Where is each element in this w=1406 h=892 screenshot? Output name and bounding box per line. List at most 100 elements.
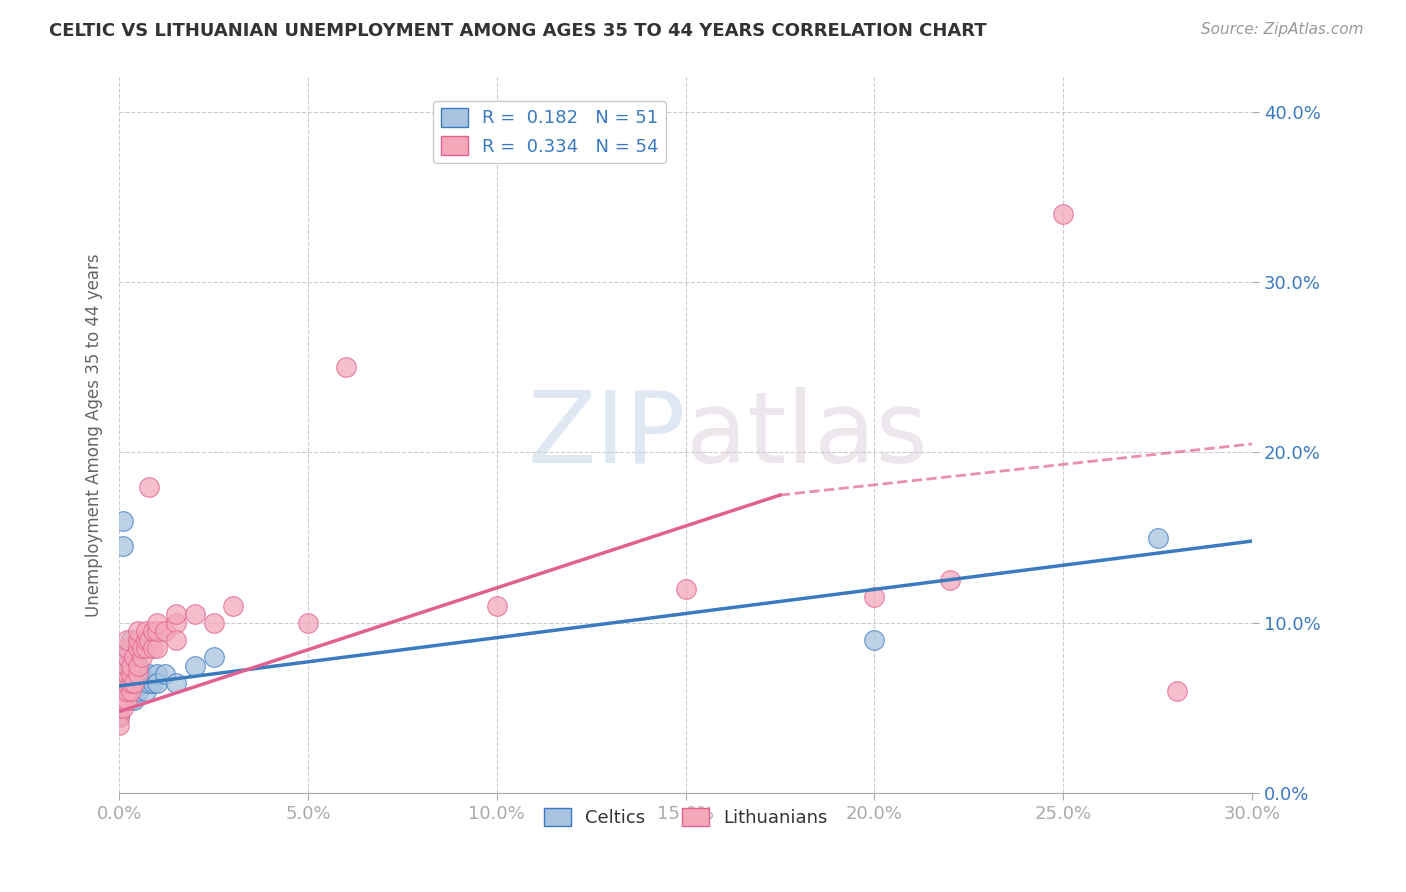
Text: atlas: atlas [686, 387, 928, 483]
Point [108, 692, 131, 706]
Point [202, 615, 225, 630]
Point [112, 692, 135, 706]
Point [153, 624, 176, 639]
Point [115, 641, 138, 656]
Point [112, 658, 135, 673]
Point [1052, 207, 1074, 221]
Point [184, 658, 207, 673]
Point [108, 709, 131, 723]
Point [135, 675, 157, 690]
Point [131, 667, 153, 681]
Text: ZIP: ZIP [527, 387, 686, 483]
Point [863, 591, 886, 605]
Point [108, 718, 131, 732]
Point [127, 658, 149, 673]
Point [112, 650, 135, 665]
Point [127, 658, 149, 673]
Point [115, 641, 138, 656]
Point [131, 650, 153, 665]
Point [112, 692, 135, 706]
Point [127, 641, 149, 656]
Point [115, 667, 138, 681]
Point [108, 701, 131, 715]
Point [138, 675, 160, 690]
Point [1146, 531, 1168, 545]
Point [297, 615, 319, 630]
Point [115, 650, 138, 665]
Point [112, 684, 135, 698]
Point [485, 599, 508, 613]
Point [115, 658, 138, 673]
Point [146, 615, 169, 630]
Point [135, 684, 157, 698]
Point [131, 641, 153, 656]
Point [112, 684, 135, 698]
Point [138, 632, 160, 647]
Point [153, 667, 176, 681]
Point [115, 684, 138, 698]
Point [115, 675, 138, 690]
Point [131, 675, 153, 690]
Point [124, 667, 146, 681]
Point [939, 574, 962, 588]
Point [127, 632, 149, 647]
Point [112, 675, 135, 690]
Point [120, 675, 142, 690]
Point [108, 701, 131, 715]
Text: Source: ZipAtlas.com: Source: ZipAtlas.com [1201, 22, 1364, 37]
Point [115, 650, 138, 665]
Point [142, 641, 165, 656]
Point [127, 667, 149, 681]
Point [115, 658, 138, 673]
Point [115, 675, 138, 690]
Point [120, 658, 142, 673]
Point [675, 582, 697, 596]
Point [146, 667, 169, 681]
Point [165, 607, 187, 622]
Point [184, 607, 207, 622]
Point [863, 632, 886, 647]
Point [127, 675, 149, 690]
Y-axis label: Unemployment Among Ages 35 to 44 years: Unemployment Among Ages 35 to 44 years [86, 253, 103, 617]
Point [127, 624, 149, 639]
Point [120, 684, 142, 698]
Point [115, 675, 138, 690]
Point [108, 709, 131, 723]
Point [120, 641, 142, 656]
Point [138, 479, 160, 493]
Point [127, 684, 149, 698]
Point [124, 675, 146, 690]
Point [135, 641, 157, 656]
Point [120, 650, 142, 665]
Point [115, 692, 138, 706]
Point [112, 675, 135, 690]
Point [115, 667, 138, 681]
Point [124, 692, 146, 706]
Point [124, 675, 146, 690]
Point [124, 650, 146, 665]
Point [108, 692, 131, 706]
Point [138, 667, 160, 681]
Point [165, 675, 187, 690]
Point [120, 667, 142, 681]
Point [112, 667, 135, 681]
Point [108, 684, 131, 698]
Point [112, 514, 135, 528]
Point [120, 692, 142, 706]
Point [146, 624, 169, 639]
Point [165, 632, 187, 647]
Text: CELTIC VS LITHUANIAN UNEMPLOYMENT AMONG AGES 35 TO 44 YEARS CORRELATION CHART: CELTIC VS LITHUANIAN UNEMPLOYMENT AMONG … [49, 22, 987, 40]
Point [146, 641, 169, 656]
Point [115, 684, 138, 698]
Point [127, 667, 149, 681]
Point [202, 650, 225, 665]
Point [124, 684, 146, 698]
Point [120, 667, 142, 681]
Point [221, 599, 243, 613]
Point [142, 624, 165, 639]
Point [135, 632, 157, 647]
Point [120, 632, 142, 647]
Point [135, 624, 157, 639]
Point [112, 539, 135, 553]
Point [115, 632, 138, 647]
